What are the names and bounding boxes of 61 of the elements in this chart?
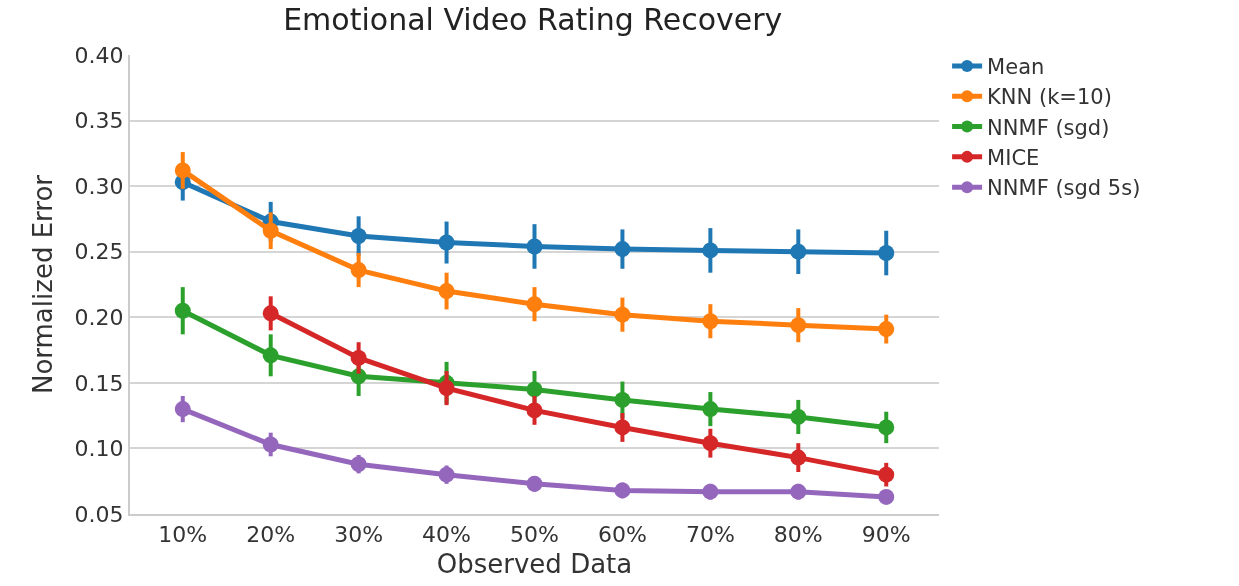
x-tick-label: 60% xyxy=(597,522,647,548)
x-tick-label: 40% xyxy=(422,522,472,548)
point xyxy=(878,488,895,505)
point xyxy=(262,222,279,239)
x-axis-title: Observed Data xyxy=(436,548,633,579)
chart-title: Emotional Video Rating Recovery xyxy=(283,1,783,37)
y-axis-title: Normalized Error xyxy=(27,174,58,395)
point xyxy=(790,449,807,466)
point xyxy=(526,296,543,313)
point xyxy=(878,466,895,483)
point xyxy=(174,302,191,319)
y-tick-label: 0.30 xyxy=(74,173,124,199)
y-tick-label: 0.35 xyxy=(74,108,124,134)
point xyxy=(878,245,895,262)
point xyxy=(526,402,543,419)
point xyxy=(614,306,631,323)
point xyxy=(438,466,455,483)
y-tick-label: 0.10 xyxy=(74,436,124,462)
point xyxy=(174,162,191,179)
y-tick-label: 0.20 xyxy=(74,304,124,330)
point xyxy=(790,408,807,425)
point xyxy=(350,227,367,244)
point xyxy=(526,381,543,398)
y-tick-label: 0.40 xyxy=(74,42,124,68)
point xyxy=(262,347,279,364)
point xyxy=(262,305,279,322)
x-tick-label: 50% xyxy=(510,522,559,548)
x-tick-label: 10% xyxy=(158,522,208,548)
y-tick-label: 0.15 xyxy=(74,370,124,396)
point xyxy=(350,349,367,366)
point xyxy=(526,238,543,255)
x-tick-label: 30% xyxy=(334,522,384,548)
legend-label: Mean xyxy=(987,55,1045,80)
point xyxy=(614,419,631,436)
y-tick-label: 0.05 xyxy=(74,501,124,527)
point xyxy=(438,283,455,300)
legend-label: KNN (k=10) xyxy=(987,85,1112,110)
point xyxy=(614,391,631,408)
legend-label: NNMF (sgd) xyxy=(987,115,1110,140)
point xyxy=(350,456,367,473)
point xyxy=(702,313,719,330)
x-tick-label: 90% xyxy=(861,522,911,548)
y-tick-label: 0.25 xyxy=(74,239,124,265)
x-tick-label: 70% xyxy=(685,522,735,548)
legend-label: NNMF (sgd 5s) xyxy=(987,176,1141,201)
point xyxy=(702,242,719,259)
point xyxy=(438,234,455,251)
point xyxy=(262,436,279,453)
point xyxy=(438,380,455,397)
point xyxy=(702,435,719,452)
point xyxy=(702,401,719,418)
x-tick-label: 20% xyxy=(246,522,296,548)
legend-label: MICE xyxy=(987,146,1040,171)
point xyxy=(614,241,631,258)
point xyxy=(878,419,895,436)
point xyxy=(350,262,367,279)
point xyxy=(878,321,895,338)
point xyxy=(790,317,807,334)
point xyxy=(790,243,807,260)
x-tick-label: 80% xyxy=(773,522,823,548)
point xyxy=(174,401,191,418)
